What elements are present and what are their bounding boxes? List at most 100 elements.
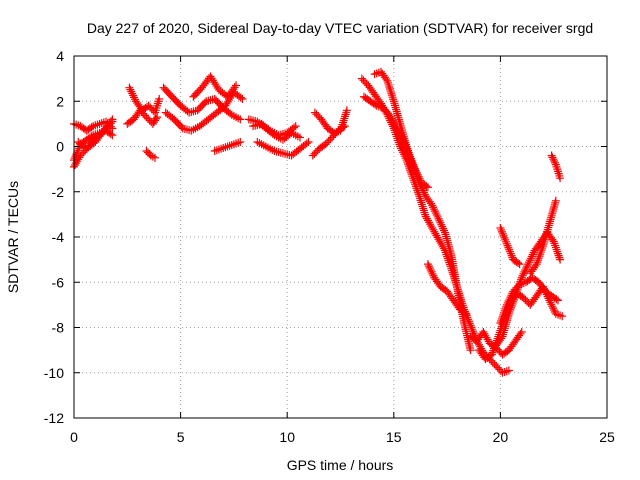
data-point-marker	[127, 87, 136, 96]
data-point-marker	[505, 307, 514, 316]
data-point-marker	[555, 253, 564, 262]
data-point-marker	[438, 222, 447, 231]
data-point-marker	[152, 114, 161, 123]
data-point-marker	[503, 241, 512, 250]
data-point-marker	[416, 196, 425, 205]
data-point-marker	[382, 75, 391, 84]
data-point-marker	[549, 155, 558, 164]
data-point-marker	[429, 203, 438, 212]
data-point-marker	[556, 174, 565, 183]
data-point-marker	[551, 241, 560, 250]
data-point-marker	[462, 309, 471, 318]
data-point-marker	[507, 291, 516, 300]
data-point-marker	[504, 309, 513, 318]
data-point-marker	[499, 310, 508, 319]
data-point-marker	[460, 308, 469, 317]
data-point-marker	[528, 250, 537, 259]
data-point-marker	[496, 318, 505, 327]
data-point-marker	[418, 202, 427, 211]
data-point-marker	[125, 83, 134, 92]
x-tick-label: 15	[386, 429, 402, 445]
data-point-marker	[236, 137, 245, 146]
data-point-marker	[419, 188, 428, 197]
data-point-marker	[439, 224, 448, 233]
y-tick-label: -6	[52, 274, 65, 290]
data-point-marker	[341, 110, 350, 119]
data-point-marker	[304, 137, 313, 146]
y-tick-label: -2	[52, 184, 65, 200]
data-point-marker	[399, 137, 408, 146]
data-point-marker	[430, 205, 439, 214]
data-point-marker	[236, 115, 245, 124]
data-point-marker	[413, 170, 422, 179]
data-point-marker	[339, 116, 348, 125]
data-point-marker	[552, 295, 561, 304]
data-point-marker	[507, 301, 516, 310]
data-point-marker	[408, 159, 417, 168]
data-point-marker	[432, 211, 441, 220]
y-tick-label: -10	[44, 365, 64, 381]
data-point-marker	[443, 252, 452, 261]
data-point-marker	[399, 135, 408, 144]
data-point-marker	[130, 93, 139, 102]
data-point-marker	[487, 350, 496, 359]
data-point-marker	[436, 218, 445, 227]
data-point-marker	[412, 167, 421, 176]
data-point-marker	[536, 250, 545, 259]
data-point-marker	[533, 258, 542, 267]
data-point-marker	[340, 112, 349, 121]
data-point-marker	[337, 124, 346, 133]
data-point-marker	[547, 151, 556, 160]
data-point-marker	[401, 143, 410, 152]
data-point-marker	[428, 201, 437, 210]
y-tick-label: -12	[44, 410, 64, 426]
data-point-marker	[549, 237, 558, 246]
data-point-marker	[498, 312, 507, 321]
data-point-marker	[536, 248, 545, 257]
data-point-marker	[291, 122, 300, 131]
data-point-marker	[417, 198, 426, 207]
data-point-marker	[548, 235, 557, 244]
data-point-marker	[387, 89, 396, 98]
data-point-marker	[556, 255, 565, 264]
data-point-marker	[537, 246, 546, 255]
data-point-marker	[424, 262, 433, 271]
data-point-marker	[402, 145, 411, 154]
data-point-marker	[497, 314, 506, 323]
data-point-marker	[534, 256, 543, 265]
data-point-marker	[551, 196, 560, 205]
data-point-marker	[397, 131, 406, 140]
data-point-marker	[497, 225, 506, 234]
data-point-marker	[87, 123, 96, 132]
data-point-marker	[504, 243, 513, 252]
data-point-marker	[419, 204, 428, 213]
data-point-marker	[520, 267, 529, 276]
data-point-marker	[431, 209, 440, 218]
data-point-marker	[505, 247, 514, 256]
data-point-marker	[422, 182, 431, 191]
data-point-marker	[463, 313, 472, 322]
data-point-marker	[236, 93, 245, 102]
y-tick-label: 4	[56, 48, 64, 64]
data-point-marker	[437, 220, 446, 229]
data-point-marker	[342, 106, 351, 115]
data-point-marker	[387, 91, 396, 100]
data-point-marker	[523, 262, 532, 271]
data-point-marker	[389, 95, 398, 104]
axis-ticks: 0 5 10 15 20 25 -12 -10 -8 -6 -4 -2 0 2 4	[44, 48, 615, 445]
data-point-marker	[302, 139, 311, 148]
data-point-marker	[525, 258, 534, 267]
data-point-marker	[423, 260, 432, 269]
data-point-marker	[400, 139, 409, 148]
data-point-marker	[411, 165, 420, 174]
data-point-marker	[505, 295, 514, 304]
data-point-marker	[388, 93, 397, 102]
data-point-marker	[426, 265, 435, 274]
data-point-marker	[498, 229, 507, 238]
data-point-marker	[386, 87, 395, 96]
data-point-marker	[501, 237, 510, 246]
data-point-marker	[383, 76, 392, 85]
data-point-marker	[515, 260, 524, 269]
data-point-marker	[434, 214, 443, 223]
data-point-marker	[338, 120, 347, 129]
